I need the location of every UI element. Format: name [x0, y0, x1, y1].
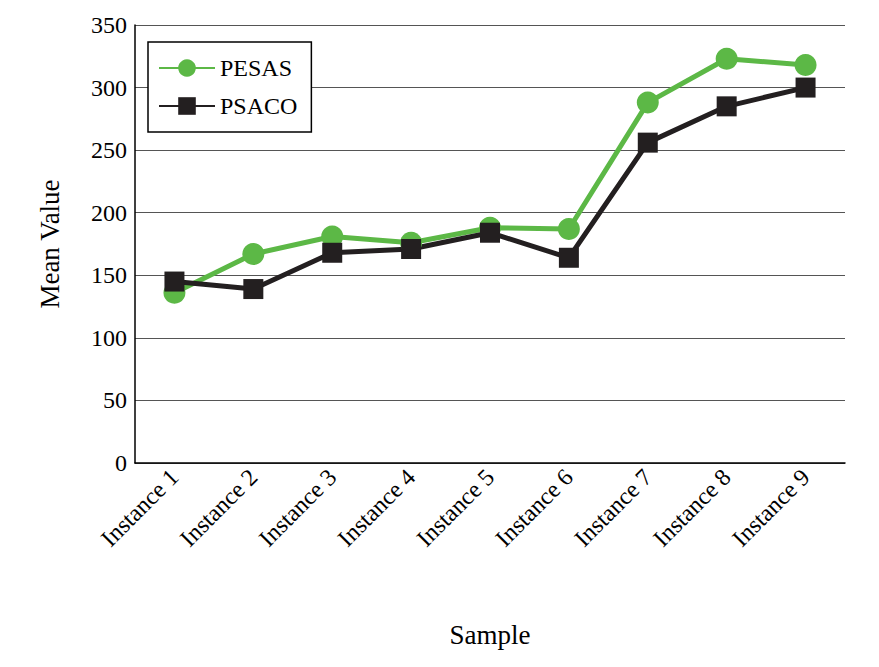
svg-text:Instance 8: Instance 8 [648, 464, 736, 552]
svg-text:100: 100 [91, 325, 127, 351]
svg-text:200: 200 [91, 200, 127, 226]
svg-text:Instance 3: Instance 3 [254, 464, 342, 552]
svg-text:Instance 6: Instance 6 [490, 464, 578, 552]
svg-text:0: 0 [115, 450, 127, 476]
svg-text:50: 50 [103, 387, 127, 413]
svg-text:Instance 9: Instance 9 [727, 464, 815, 552]
svg-text:Instance 7: Instance 7 [569, 464, 657, 552]
svg-text:Instance 1: Instance 1 [96, 464, 184, 552]
svg-text:350: 350 [91, 12, 127, 38]
svg-text:Instance 4: Instance 4 [333, 464, 421, 552]
svg-text:Instance 5: Instance 5 [412, 464, 500, 552]
svg-text:Instance 2: Instance 2 [175, 464, 263, 552]
svg-text:Mean Value: Mean Value [35, 179, 65, 308]
svg-text:300: 300 [91, 75, 127, 101]
svg-text:150: 150 [91, 262, 127, 288]
svg-text:PSACO: PSACO [220, 93, 297, 119]
svg-text:PESAS: PESAS [220, 55, 292, 81]
svg-text:Sample: Sample [450, 620, 531, 650]
svg-text:250: 250 [91, 137, 127, 163]
